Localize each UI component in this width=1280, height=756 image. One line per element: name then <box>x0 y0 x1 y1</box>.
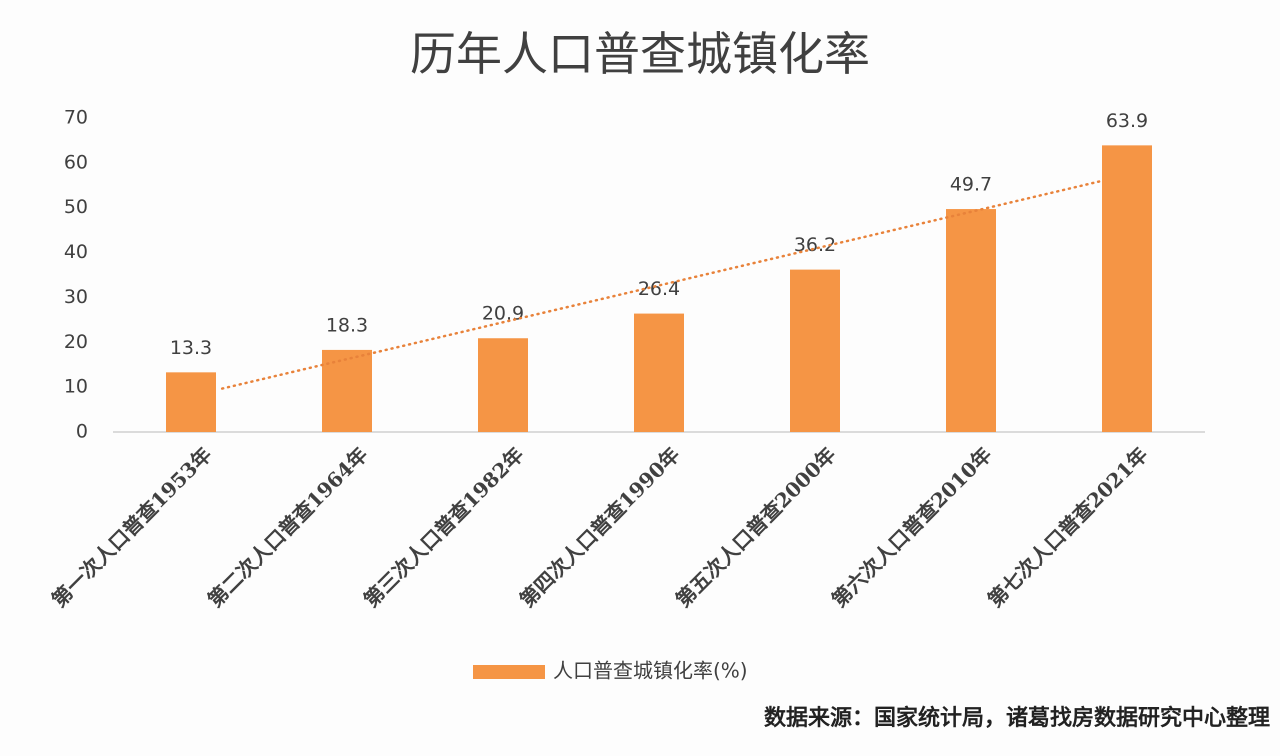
bar <box>478 338 528 432</box>
bar <box>946 209 996 432</box>
bar <box>634 313 684 432</box>
y-tick-label: 0 <box>76 421 88 443</box>
y-tick-label: 30 <box>64 286 88 308</box>
y-tick-label: 10 <box>64 376 88 398</box>
bar <box>1102 145 1152 432</box>
value-label: 36.2 <box>794 234 836 256</box>
y-tick-label: 20 <box>64 331 88 353</box>
y-tick-label: 50 <box>64 196 88 218</box>
bar <box>322 349 372 432</box>
chart-title: 历年人口普查城镇化率 <box>410 27 870 81</box>
value-label: 49.7 <box>950 174 992 196</box>
y-tick-label: 40 <box>64 241 88 263</box>
value-label: 26.4 <box>638 278 680 300</box>
value-label: 63.9 <box>1106 110 1148 132</box>
bar <box>790 269 840 432</box>
legend-swatch <box>473 665 545 679</box>
source-note: 数据来源：国家统计局，诸葛找房数据研究中心整理 <box>764 705 1270 731</box>
bar <box>166 372 216 432</box>
y-tick-label: 70 <box>64 107 88 129</box>
value-label: 18.3 <box>326 314 368 336</box>
legend-label: 人口普查城镇化率(%) <box>553 659 748 683</box>
y-tick-label: 60 <box>64 151 88 173</box>
value-label: 13.3 <box>170 337 212 359</box>
trendline <box>220 179 1105 390</box>
